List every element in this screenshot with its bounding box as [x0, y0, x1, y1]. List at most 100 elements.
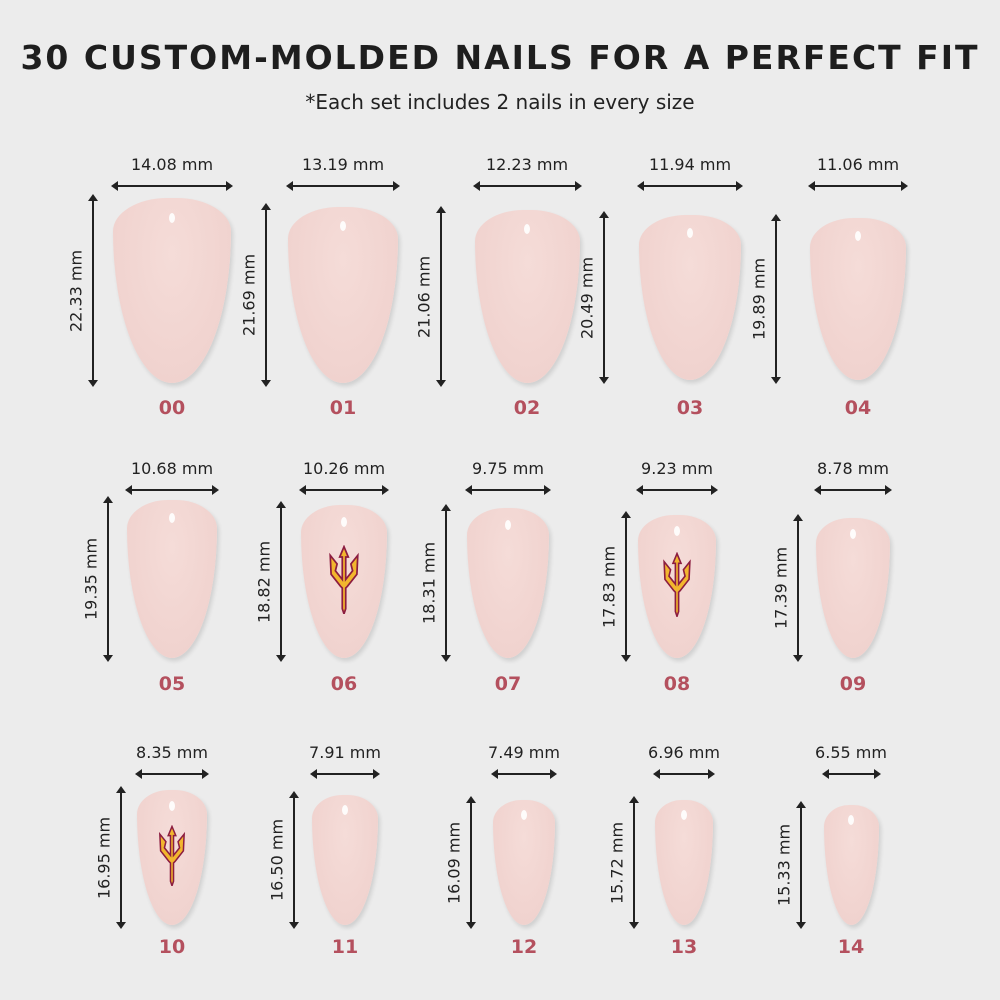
nail-size-04[interactable]: [810, 218, 906, 380]
size-label: 05: [158, 673, 186, 695]
width-dimension-line: [286, 181, 400, 191]
length-dimension-line: [796, 801, 806, 929]
width-label: 13.19 mm: [301, 155, 385, 174]
length-label: 22.33 mm: [66, 249, 86, 332]
width-dimension-line: [111, 181, 233, 191]
nail-highlight: [524, 223, 530, 234]
nail-highlight: [340, 221, 346, 232]
nail-size-07[interactable]: [467, 508, 549, 658]
width-label: 6.96 mm: [648, 743, 720, 762]
nail-size-09[interactable]: [816, 518, 890, 658]
nail-highlight: [169, 212, 175, 223]
width-dimension-line: [821, 769, 881, 779]
nail-highlight: [169, 800, 175, 811]
length-dimension-line: [599, 211, 609, 384]
size-label: 09: [839, 673, 867, 695]
length-label: 16.50 mm: [267, 818, 287, 902]
size-label: 02: [513, 397, 541, 419]
length-label: 15.72 mm: [607, 821, 627, 904]
length-label: 18.82 mm: [254, 540, 274, 623]
length-label: 19.89 mm: [749, 257, 769, 341]
width-label: 10.68 mm: [130, 459, 214, 478]
nail-size-13[interactable]: [655, 800, 713, 925]
width-label: 12.23 mm: [485, 155, 569, 174]
length-dimension-line: [771, 214, 781, 384]
length-dimension-line: [629, 796, 639, 929]
width-label: 6.55 mm: [815, 743, 887, 762]
nail-size-01[interactable]: [288, 207, 398, 383]
length-dimension-line: [276, 501, 286, 662]
width-label: 9.75 mm: [472, 459, 544, 478]
nail-size-00[interactable]: [113, 198, 231, 383]
size-label: 11: [331, 936, 359, 958]
nail-size-10[interactable]: [137, 790, 207, 925]
width-label: 9.23 mm: [641, 459, 713, 478]
nail-size-02[interactable]: [474, 210, 580, 383]
pitchfork-logo-icon: [658, 551, 697, 620]
length-dimension-line: [289, 791, 299, 929]
length-dimension-line: [793, 514, 803, 662]
size-label: 06: [330, 673, 358, 695]
length-label: 21.06 mm: [414, 255, 434, 338]
nail-highlight: [341, 517, 347, 528]
width-dimension-line: [465, 485, 551, 495]
nail-highlight: [169, 512, 175, 523]
width-dimension-line: [637, 181, 743, 191]
nail-size-11[interactable]: [312, 795, 378, 925]
width-dimension-line: [814, 485, 892, 495]
width-label: 7.91 mm: [309, 743, 381, 762]
width-label: 7.49 mm: [488, 743, 560, 762]
width-dimension-line: [636, 485, 718, 495]
pitchfork-logo-icon: [323, 544, 366, 617]
length-label: 21.69 mm: [239, 253, 259, 337]
size-label: 10: [158, 936, 186, 958]
size-label: 08: [663, 673, 691, 695]
nail-highlight: [505, 520, 511, 530]
size-label: 03: [676, 397, 704, 419]
nail-size-14[interactable]: [823, 805, 879, 925]
size-label: 14: [837, 936, 865, 958]
width-label: 10.26 mm: [302, 459, 386, 478]
nail-highlight: [681, 810, 687, 820]
nail-size-05[interactable]: [127, 500, 217, 658]
length-label: 17.39 mm: [771, 546, 791, 630]
nail-size-12[interactable]: [493, 800, 555, 925]
subtitle: *Each set includes 2 nails in every size: [305, 90, 695, 114]
nail-highlight: [850, 529, 856, 540]
length-label: 17.83 mm: [599, 545, 619, 628]
width-label: 14.08 mm: [130, 155, 214, 174]
length-dimension-line: [103, 496, 113, 662]
width-label: 11.06 mm: [816, 155, 900, 174]
width-label: 8.35 mm: [136, 743, 208, 762]
nail-highlight: [342, 805, 348, 816]
width-label: 8.78 mm: [817, 459, 889, 478]
nail-size-06[interactable]: [301, 505, 387, 658]
width-dimension-line: [472, 181, 582, 191]
length-dimension-line: [116, 786, 126, 929]
width-dimension-line: [299, 485, 389, 495]
nail-highlight: [521, 810, 527, 820]
nail-highlight: [674, 526, 680, 537]
width-dimension-line: [310, 769, 380, 779]
length-dimension-line: [466, 796, 476, 929]
length-label: 20.49 mm: [577, 256, 597, 339]
width-label: 11.94 mm: [648, 155, 732, 174]
width-dimension-line: [125, 485, 219, 495]
nail-highlight: [848, 814, 854, 825]
length-label: 18.31 mm: [419, 541, 439, 625]
length-label: 16.95 mm: [94, 816, 114, 899]
length-dimension-line: [88, 194, 98, 387]
size-label: 01: [329, 397, 357, 419]
length-dimension-line: [621, 511, 631, 662]
width-dimension-line: [653, 769, 715, 779]
length-label: 15.33 mm: [774, 823, 794, 907]
length-dimension-line: [436, 206, 446, 387]
nail-size-03[interactable]: [639, 215, 741, 380]
width-dimension-line: [808, 181, 908, 191]
length-dimension-line: [441, 504, 451, 662]
pitchfork-logo-icon: [155, 824, 190, 889]
nail-size-08[interactable]: [638, 515, 716, 658]
headline: 30 CUSTOM-MOLDED NAILS FOR A PERFECT FIT: [20, 38, 980, 77]
length-dimension-line: [261, 203, 271, 387]
length-label: 19.35 mm: [81, 537, 101, 621]
